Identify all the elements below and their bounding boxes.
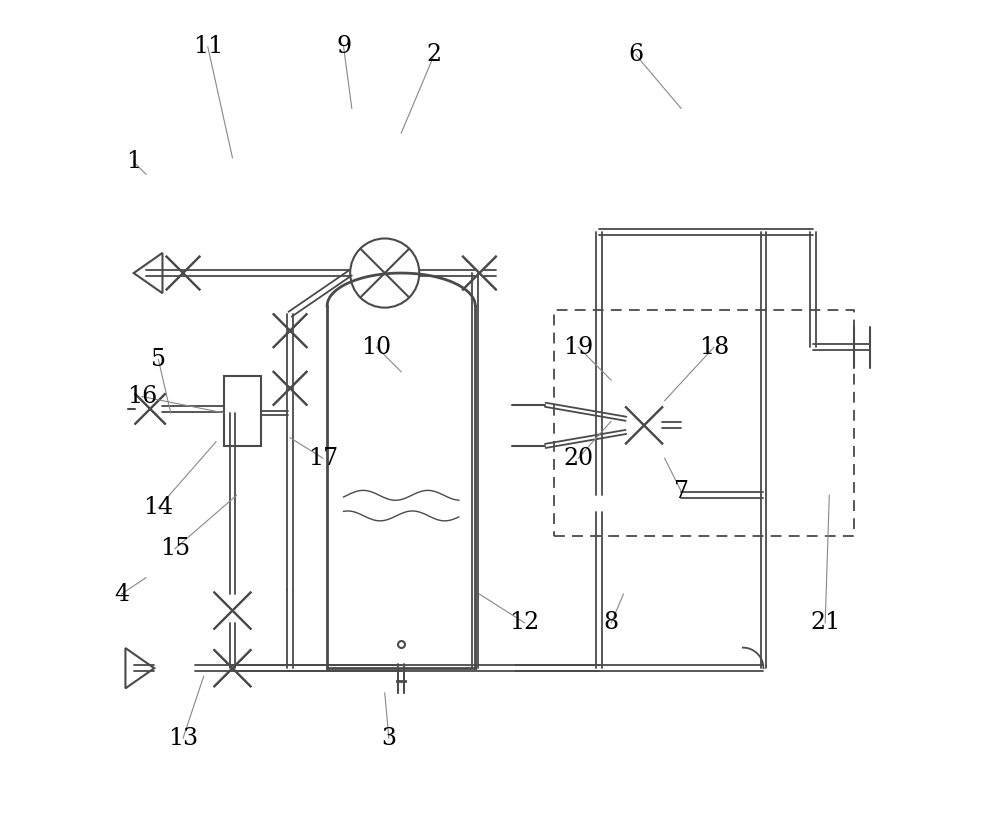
Text: 4: 4: [114, 582, 129, 605]
Text: 5: 5: [151, 348, 166, 371]
Text: 14: 14: [143, 496, 173, 520]
Text: 2: 2: [427, 44, 442, 66]
Text: 1: 1: [126, 150, 141, 173]
Text: 21: 21: [810, 611, 840, 634]
Text: 19: 19: [563, 335, 593, 358]
Text: 12: 12: [510, 611, 540, 634]
Text: 15: 15: [160, 538, 190, 560]
Text: 17: 17: [308, 447, 338, 470]
Text: 13: 13: [168, 727, 198, 750]
Text: 18: 18: [699, 335, 729, 358]
Text: 8: 8: [604, 611, 619, 634]
Bar: [224, 376, 261, 446]
Text: 6: 6: [628, 44, 643, 66]
Text: 11: 11: [193, 36, 223, 58]
Text: 3: 3: [381, 727, 396, 750]
Text: 16: 16: [127, 385, 157, 408]
Text: 10: 10: [361, 335, 392, 358]
Text: 7: 7: [674, 480, 689, 503]
Text: 20: 20: [563, 447, 593, 470]
Text: 9: 9: [336, 36, 351, 58]
